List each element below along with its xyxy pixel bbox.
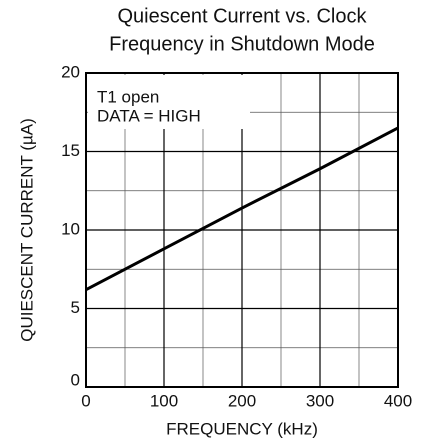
x-tick-label: 0 <box>81 391 90 410</box>
chart-title: Quiescent Current vs. Clock <box>118 5 368 27</box>
data-line <box>85 126 399 291</box>
y-tick-label: 20 <box>61 62 80 81</box>
x-tick-label: 200 <box>228 391 256 410</box>
annotation-box <box>88 75 250 129</box>
y-tick-label: 10 <box>61 219 80 238</box>
y-tick-label: 0 <box>71 370 80 389</box>
x-tick-label: 400 <box>384 391 412 410</box>
y-tick-label: 5 <box>71 298 80 317</box>
x-axis-label: FREQUENCY (kHz) <box>166 419 318 438</box>
y-axis-label: QUIESCENT CURRENT (µA) <box>17 118 36 342</box>
annotation: T1 open <box>97 87 159 106</box>
x-tick-label: 100 <box>150 391 178 410</box>
chart-title: Frequency in Shutdown Mode <box>109 33 375 55</box>
annotation: DATA = HIGH <box>97 106 201 125</box>
y-tick-label: 15 <box>61 141 80 160</box>
x-tick-label: 300 <box>306 391 334 410</box>
plot-frame <box>85 72 399 388</box>
